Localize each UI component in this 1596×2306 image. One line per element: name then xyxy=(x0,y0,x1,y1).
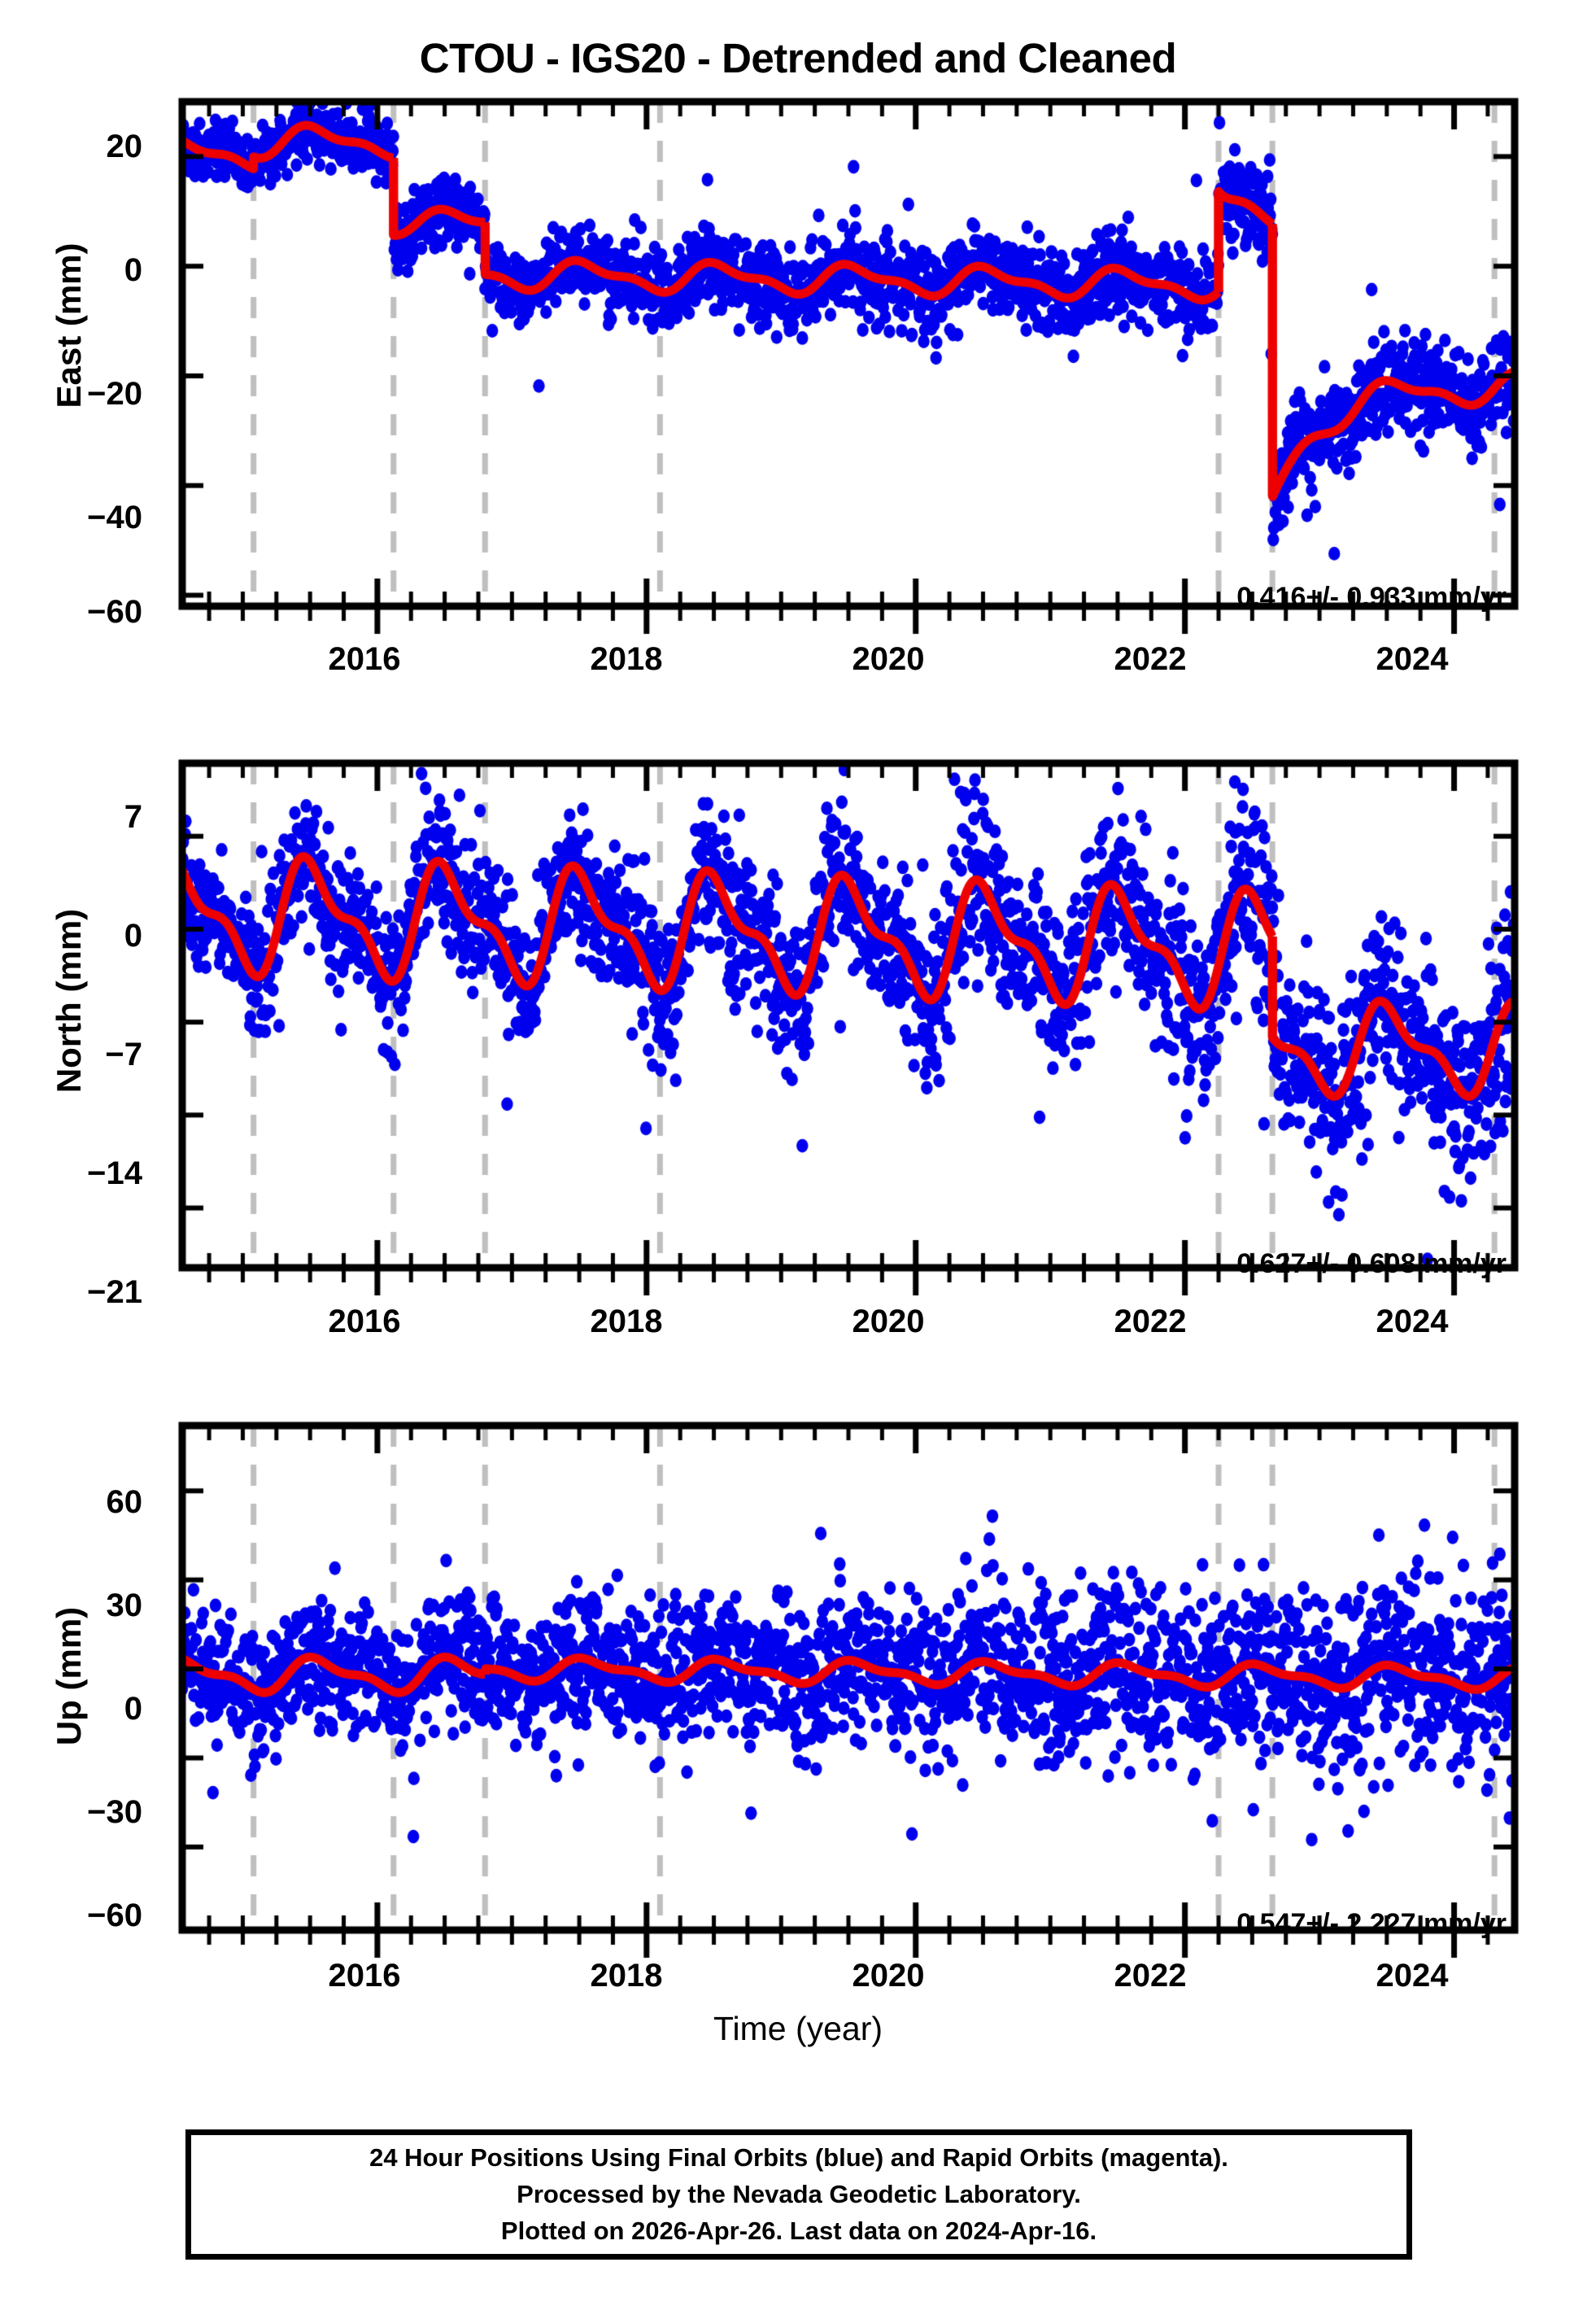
gps-timeseries-figure: CTOU - IGS20 - Detrended and Cleaned Eas… xyxy=(0,0,1596,2306)
plot-canvas xyxy=(0,0,1596,2306)
